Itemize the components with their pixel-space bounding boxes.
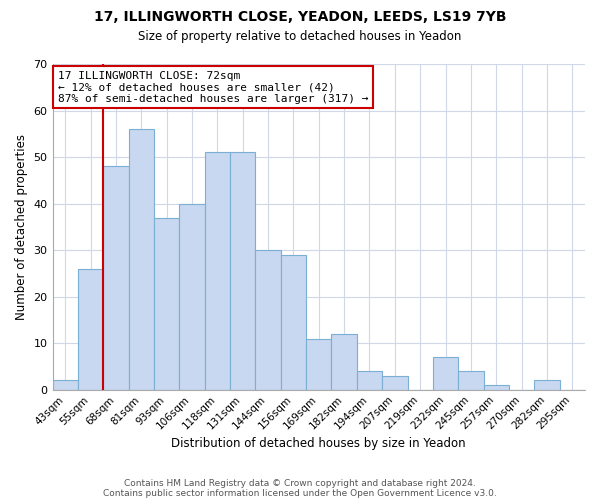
Bar (179, 204, 205, 390)
Text: Contains HM Land Registry data © Crown copyright and database right 2024.: Contains HM Land Registry data © Crown c… (124, 478, 476, 488)
Bar (357, 371, 382, 390)
Bar (281, 255, 306, 390)
Bar (433, 357, 458, 390)
Bar (331, 334, 357, 390)
Y-axis label: Number of detached properties: Number of detached properties (15, 134, 28, 320)
Bar (484, 385, 509, 390)
Bar (458, 371, 484, 390)
Bar (53, 380, 78, 390)
Bar (306, 338, 331, 390)
Bar (205, 152, 230, 390)
Bar (128, 129, 154, 390)
Bar (382, 376, 407, 390)
Bar (534, 380, 560, 390)
X-axis label: Distribution of detached houses by size in Yeadon: Distribution of detached houses by size … (172, 437, 466, 450)
Text: 17, ILLINGWORTH CLOSE, YEADON, LEEDS, LS19 7YB: 17, ILLINGWORTH CLOSE, YEADON, LEEDS, LS… (94, 10, 506, 24)
Bar (103, 166, 128, 390)
Bar (78, 268, 103, 390)
Bar (230, 152, 256, 390)
Bar (256, 250, 281, 390)
Text: Contains public sector information licensed under the Open Government Licence v3: Contains public sector information licen… (103, 488, 497, 498)
Text: 17 ILLINGWORTH CLOSE: 72sqm
← 12% of detached houses are smaller (42)
87% of sem: 17 ILLINGWORTH CLOSE: 72sqm ← 12% of det… (58, 70, 368, 104)
Bar (154, 218, 179, 390)
Text: Size of property relative to detached houses in Yeadon: Size of property relative to detached ho… (139, 30, 461, 43)
